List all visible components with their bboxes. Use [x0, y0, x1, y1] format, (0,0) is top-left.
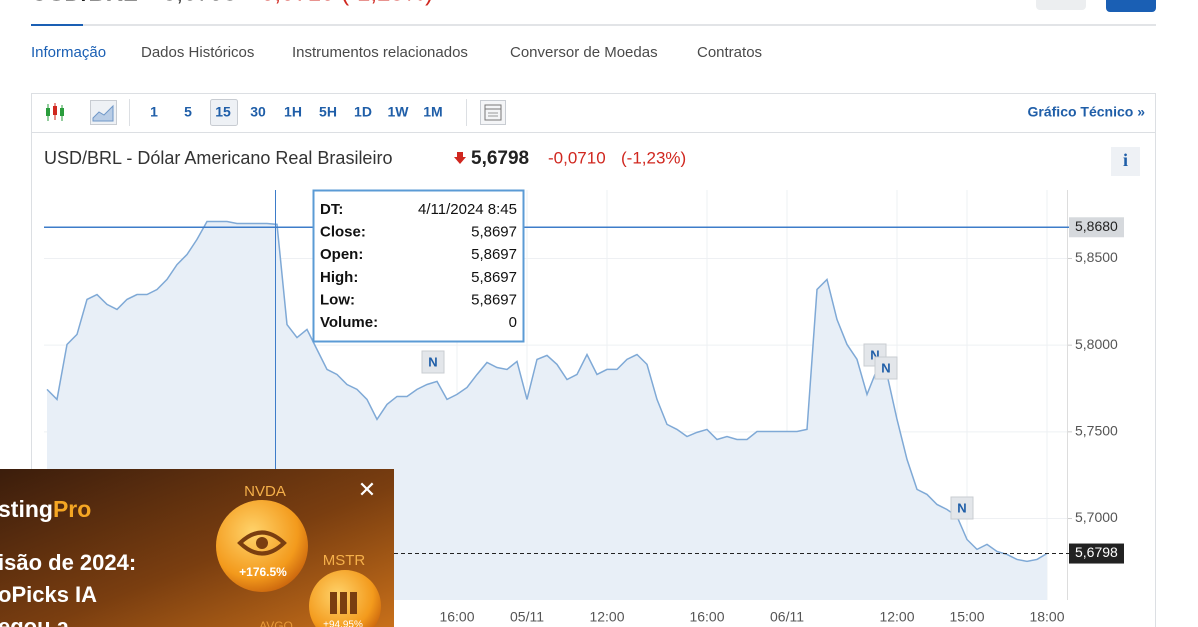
x-tick-label: 16:00 [689, 609, 724, 625]
tooltip-label: Low: [320, 291, 355, 308]
tooltip-label: Close: [320, 224, 366, 241]
interval[interactable]: 5 [184, 104, 192, 120]
tab[interactable]: Instrumentos relacionados [292, 44, 468, 61]
news-marker-box[interactable] [421, 350, 445, 374]
news-marker-box[interactable] [874, 356, 898, 380]
tab[interactable]: Dados Históricos [141, 44, 254, 61]
tooltip-value: 5,8697 [471, 269, 517, 286]
pick-ticker: MSTR [323, 552, 366, 569]
pick-gain: +176.5% [239, 565, 287, 579]
interval[interactable]: 1M [423, 104, 442, 120]
ad-line: isão de 2024: [0, 550, 136, 575]
tooltip-label: Volume: [320, 314, 378, 331]
chart-header: USD/BRL - Dólar Americano Real Brasileir… [44, 147, 1140, 176]
news-marker[interactable]: N [870, 347, 879, 362]
ad-close[interactable]: ✕ [358, 477, 376, 502]
interval[interactable]: 30 [250, 104, 266, 120]
tooltip-value: 5,8697 [471, 224, 517, 241]
y-tick-label: 5,7500 [1075, 423, 1118, 439]
area-icon[interactable] [90, 100, 117, 125]
news-marker[interactable]: N [881, 360, 890, 375]
header-change: -0,0710 (-1,23%) [253, 0, 433, 6]
x-tick-label: 05/11 [510, 609, 544, 625]
tab[interactable]: Conversor de Moedas [510, 44, 658, 61]
nvda-logo-dot [256, 537, 268, 549]
x-tick-label: 15:00 [949, 609, 984, 625]
tooltip: DT: 4/11/2024 8:45 Close: 5,8697 Open: 5,8697… [312, 189, 525, 343]
interval[interactable]: 1H [284, 104, 302, 120]
technical-chart-link[interactable]: Gráfico Técnico » [1028, 104, 1146, 120]
x-tick-label: 16:00 [439, 609, 474, 625]
info-button[interactable] [1111, 147, 1140, 176]
chart-title: USD/BRL - Dólar Americano Real Brasileir… [44, 148, 392, 168]
tooltip-label: DT: [320, 201, 343, 218]
mstr-logo [340, 592, 347, 614]
tooltip-label: High: [320, 269, 358, 286]
interval[interactable]: 1D [354, 104, 372, 120]
interval[interactable]: 5H [319, 104, 337, 120]
news-marker[interactable]: N [957, 500, 966, 515]
toolbar: 1 5 15 30 1H 5H 1D 1W 1M Gráfico Técnico » [46, 99, 1145, 126]
table-icon[interactable] [480, 100, 506, 125]
chart-change-pct: (-1,23%) [621, 148, 686, 167]
ad-brand-pro: Pro [53, 496, 91, 522]
y-tick-label: 5,8500 [1075, 249, 1118, 265]
interval[interactable]: 1W [388, 104, 410, 120]
candle-icon[interactable] [46, 103, 64, 121]
tooltip-value: 0 [509, 314, 517, 331]
y-tick-label: 5,7000 [1075, 509, 1118, 525]
interval[interactable]: 1 [150, 104, 158, 120]
header-price: 5,6798 [163, 0, 236, 6]
page-header: USD/BRL 5,6798 -0,0710 (-1,23%) [31, 0, 1156, 26]
tooltip-value: 4/11/2024 8:45 [418, 201, 517, 218]
ad-line: egou a [0, 614, 70, 627]
price-label: 5,6798 [1075, 544, 1118, 560]
price-label: 5,8680 [1075, 218, 1118, 234]
ad-overlay: stingPro isão de 2024: oPicks IA egou a … [0, 469, 394, 627]
pick-ticker: NVDA [244, 483, 286, 500]
tooltip-value: 5,8697 [471, 291, 517, 308]
y-tick-label: 5,8000 [1075, 336, 1118, 352]
x-tick-label: 06/11 [770, 609, 804, 625]
pick-gain: +94.95% [323, 620, 363, 627]
tabs: Informação Dados Históricos Instrumentos… [31, 44, 762, 61]
mstr-logo [330, 592, 337, 614]
x-tick-label: 12:00 [879, 609, 914, 625]
symbol: USD/BRL [31, 0, 138, 6]
nvda-logo [237, 530, 287, 556]
interval[interactable]: 15 [215, 104, 231, 120]
mstr-logo [350, 592, 357, 614]
selected-interval [210, 99, 238, 126]
action-button[interactable] [1106, 0, 1156, 12]
ad-brand: stingPro [0, 496, 91, 522]
ad-brand-text: sting [0, 496, 53, 522]
watch-button[interactable] [1036, 0, 1086, 10]
ad-line: oPicks IA [0, 582, 97, 607]
pick-ticker: AVGO [259, 619, 293, 627]
tooltip-value: 5,8697 [471, 246, 517, 263]
tooltip-label: Open: [320, 246, 363, 263]
chart-price: 5,6798 [471, 148, 529, 169]
tab[interactable]: Informação [31, 44, 106, 61]
info-icon[interactable]: i [1123, 150, 1128, 170]
down-arrow [454, 152, 466, 164]
tab[interactable]: Contratos [697, 44, 762, 61]
news-marker-box[interactable] [950, 496, 974, 520]
news-marker[interactable]: N [428, 354, 437, 369]
x-tick-label: 18:00 [1029, 609, 1064, 625]
chart-change: -0,0710 [548, 148, 606, 167]
x-tick-label: 12:00 [589, 609, 624, 625]
price-label-box [1069, 543, 1124, 564]
price-label-box [1069, 217, 1124, 238]
